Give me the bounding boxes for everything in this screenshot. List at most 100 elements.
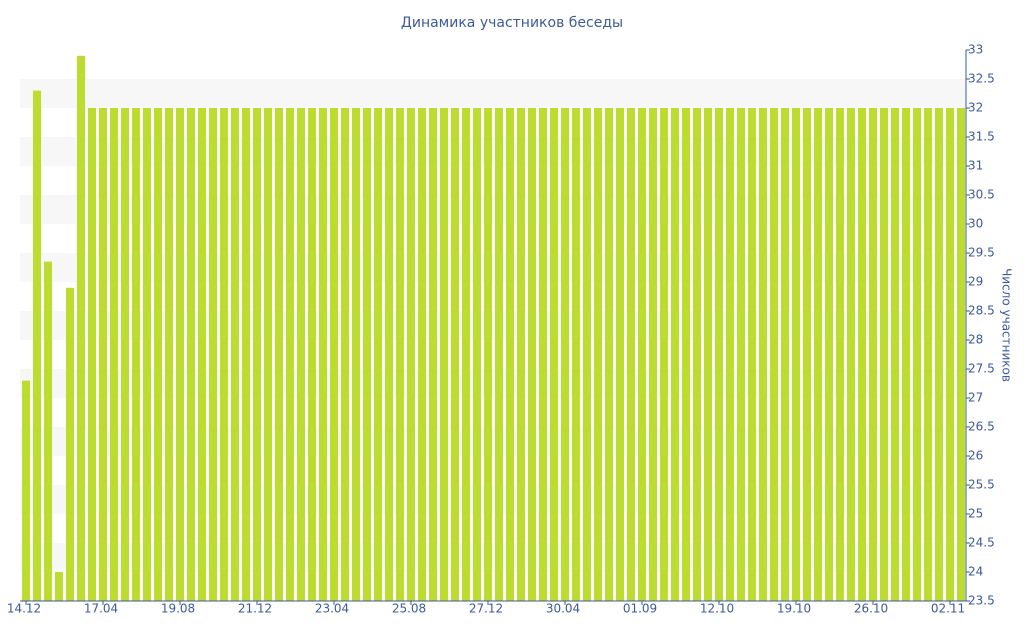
bar <box>946 108 954 601</box>
bar <box>924 108 932 601</box>
bar <box>363 108 371 601</box>
bar <box>198 108 206 601</box>
grid-band <box>20 79 966 108</box>
y-tick-label: 23.5 <box>968 594 995 608</box>
bar <box>781 108 789 601</box>
bar <box>605 108 613 601</box>
y-tick-label: 29 <box>968 275 983 289</box>
y-tick-label: 28.5 <box>968 304 995 318</box>
bar <box>473 108 481 601</box>
bar <box>638 108 646 601</box>
bar <box>242 108 250 601</box>
bar <box>803 108 811 601</box>
chart-title: Динамика участников беседы <box>401 15 623 31</box>
y-tick-label: 31 <box>968 159 983 173</box>
bar <box>891 108 899 601</box>
y-axis-label: Число участников <box>1000 268 1014 382</box>
bar <box>792 108 800 601</box>
bar <box>88 108 96 601</box>
bar <box>660 108 668 601</box>
bar <box>33 90 41 601</box>
y-tick-label: 31.5 <box>968 130 995 144</box>
bar <box>165 108 173 601</box>
bar <box>44 261 52 601</box>
bar <box>880 108 888 601</box>
bar <box>55 572 63 601</box>
x-tick-label: 30.04 <box>546 602 580 616</box>
y-tick-label: 27 <box>968 391 983 405</box>
bar <box>726 108 734 601</box>
bar <box>396 108 404 601</box>
bar <box>737 108 745 601</box>
bar <box>506 108 514 601</box>
y-tick-label: 24 <box>968 565 983 579</box>
y-tick-label: 30 <box>968 217 983 231</box>
bar <box>484 108 492 601</box>
x-tick-label: 19.10 <box>777 602 811 616</box>
bar <box>462 108 470 601</box>
y-tick-label: 25.5 <box>968 478 995 492</box>
bar <box>770 108 778 601</box>
bar <box>748 108 756 601</box>
y-tick-label: 32 <box>968 101 983 115</box>
y-tick-label: 29.5 <box>968 246 995 260</box>
bar <box>418 108 426 601</box>
bar <box>308 108 316 601</box>
x-tick-label: 19.08 <box>161 602 195 616</box>
y-tick-label: 32.5 <box>968 72 995 86</box>
bar <box>913 108 921 601</box>
x-tick-label: 02.11 <box>931 602 965 616</box>
bar <box>594 108 602 601</box>
bar <box>704 108 712 601</box>
bar <box>209 108 217 601</box>
bar <box>99 108 107 601</box>
bar <box>825 108 833 601</box>
bar <box>77 55 85 602</box>
x-tick-label: 14.12 <box>7 602 41 616</box>
bar <box>286 108 294 601</box>
bar <box>869 108 877 601</box>
x-tick-label: 27.12 <box>469 602 503 616</box>
x-tick-label: 26.10 <box>854 602 888 616</box>
bar <box>671 108 679 601</box>
bar <box>440 108 448 601</box>
y-tick-label: 26 <box>968 449 983 463</box>
bar <box>121 108 129 601</box>
bar <box>187 108 195 601</box>
x-tick-label: 25.08 <box>392 602 426 616</box>
bar <box>649 108 657 601</box>
y-tick-label: 26.5 <box>968 420 995 434</box>
bar <box>935 108 943 601</box>
bar <box>66 287 74 601</box>
bar <box>836 108 844 601</box>
bar <box>385 108 393 601</box>
bar <box>176 108 184 601</box>
bar <box>231 108 239 601</box>
bar <box>715 108 723 601</box>
bar <box>264 108 272 601</box>
bar <box>253 108 261 601</box>
bar <box>616 108 624 601</box>
bar <box>22 380 30 601</box>
bar <box>132 108 140 601</box>
bar <box>759 108 767 601</box>
bar <box>451 108 459 601</box>
bar <box>858 108 866 601</box>
x-tick-label: 21.12 <box>238 602 272 616</box>
bar <box>583 108 591 601</box>
bar <box>682 108 690 601</box>
bar <box>528 108 536 601</box>
x-tick-label: 01.09 <box>623 602 657 616</box>
bar <box>627 108 635 601</box>
bar <box>352 108 360 601</box>
y-tick-label: 30.5 <box>968 188 995 202</box>
bar <box>110 108 118 601</box>
bar <box>330 108 338 601</box>
y-tick-label: 24.5 <box>968 536 995 550</box>
y-tick-label: 33 <box>968 43 983 57</box>
bar <box>429 108 437 601</box>
bar <box>374 108 382 601</box>
bar <box>902 108 910 601</box>
bar <box>572 108 580 601</box>
